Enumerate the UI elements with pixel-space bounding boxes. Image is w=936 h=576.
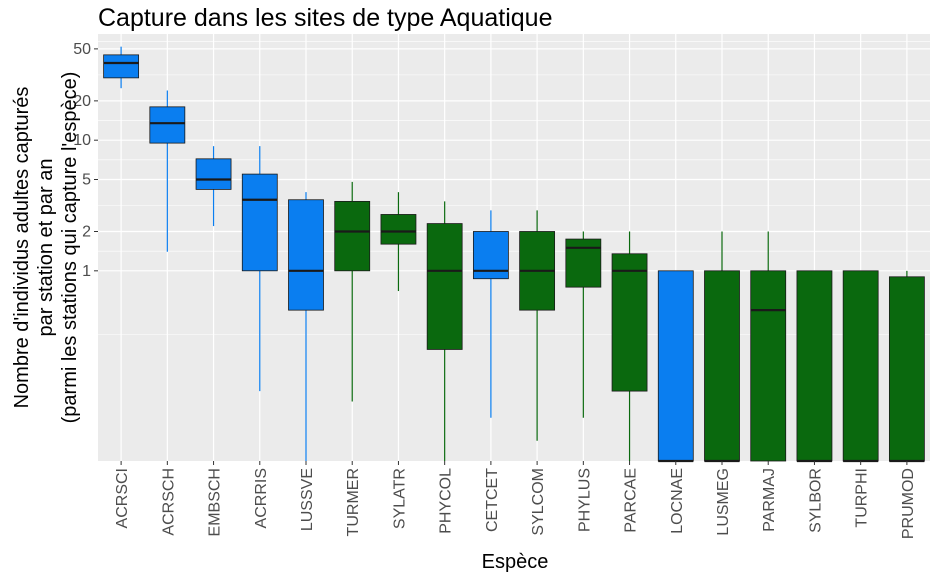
y-tick-label: 50 [73,41,91,58]
box-prumod [888,270,925,463]
x-tick-label: PHYLUS [576,468,593,532]
box-sylcom [519,210,556,441]
box-body [888,276,925,462]
y-axis-title-line: par station et par an [35,159,57,337]
box-body [796,270,833,462]
x-tick-label: EMBSCH [207,468,224,536]
box-body [334,200,371,272]
y-tick-label: 2 [82,223,91,240]
box-phycol [426,201,463,461]
box-sylbor [796,270,833,463]
box-sylatr [380,192,417,292]
y-axis-title-line: (parmi les stations qui capture l'espèce… [59,72,81,424]
x-tick-label: TURMER [345,468,362,536]
box-acrris [241,146,278,392]
y-tick-label: 20 [73,93,91,110]
x-tick-label: PARMAJ [761,468,778,532]
x-axis-ticks: ACRSCI ACRSCH EMBSCH ACRRIS LUSSVE TURMER SYLA… [114,461,917,539]
box-body [565,238,602,288]
box-body [704,270,740,462]
x-tick-label: ACRSCH [160,468,177,536]
x-tick-label: TURPHI [854,468,871,528]
y-axis-title-line: Nombre d'individus adultes capturés [11,87,33,409]
boxplots [103,46,925,463]
box-body [842,270,879,462]
box-parmaj [750,231,787,462]
box-lusmeg [704,231,740,463]
x-tick-label: LOCNAE [669,468,686,534]
box-body [103,54,140,79]
box-body [426,223,463,350]
chart-title: Capture dans les sites de type Aquatique [98,4,552,32]
x-tick-label: LUSMEG [715,468,732,536]
x-axis-title: Espèce [482,551,549,573]
box-parcae [611,231,648,461]
box-body [241,173,278,272]
y-tick-label: 1 [82,263,91,280]
grid-minor [98,41,930,336]
box-embsch [195,146,232,227]
box-body [380,214,417,245]
box-body [750,270,787,462]
box-turmer [334,181,371,402]
x-tick-label: ACRRIS [253,468,270,528]
x-tick-label: SYLATR [391,468,408,529]
box-body [288,199,324,311]
y-tick-label: 10 [73,132,91,149]
x-tick-label: ACRSCI [114,468,131,528]
x-tick-label: SYLBOR [807,468,824,533]
box-cetcet [472,210,509,418]
box-locnae [657,270,694,463]
y-axis-ticks: 1 2 5 10 20 50 [73,41,98,280]
x-tick-label: PARCAE [623,468,640,533]
box-body [657,270,694,462]
y-tick-label: 5 [82,172,91,189]
box-lussve [288,192,324,461]
x-tick-label: PHYCOL [438,468,455,534]
x-tick-label: LUSSVE [299,468,316,531]
x-tick-label: SYLCOM [530,468,547,536]
box-body [149,106,186,144]
y-axis-title: Nombre d'individus adultes capturés par s… [11,72,81,424]
box-body [195,158,232,190]
box-body [611,253,648,392]
x-tick-label: CETCET [484,468,501,532]
box-turphi [842,270,879,463]
plot-panel [98,34,930,461]
box-acrsci [103,46,140,89]
box-phylus [565,231,602,418]
x-tick-label: PRUMOD [900,468,917,539]
box-acrsch [149,90,186,252]
